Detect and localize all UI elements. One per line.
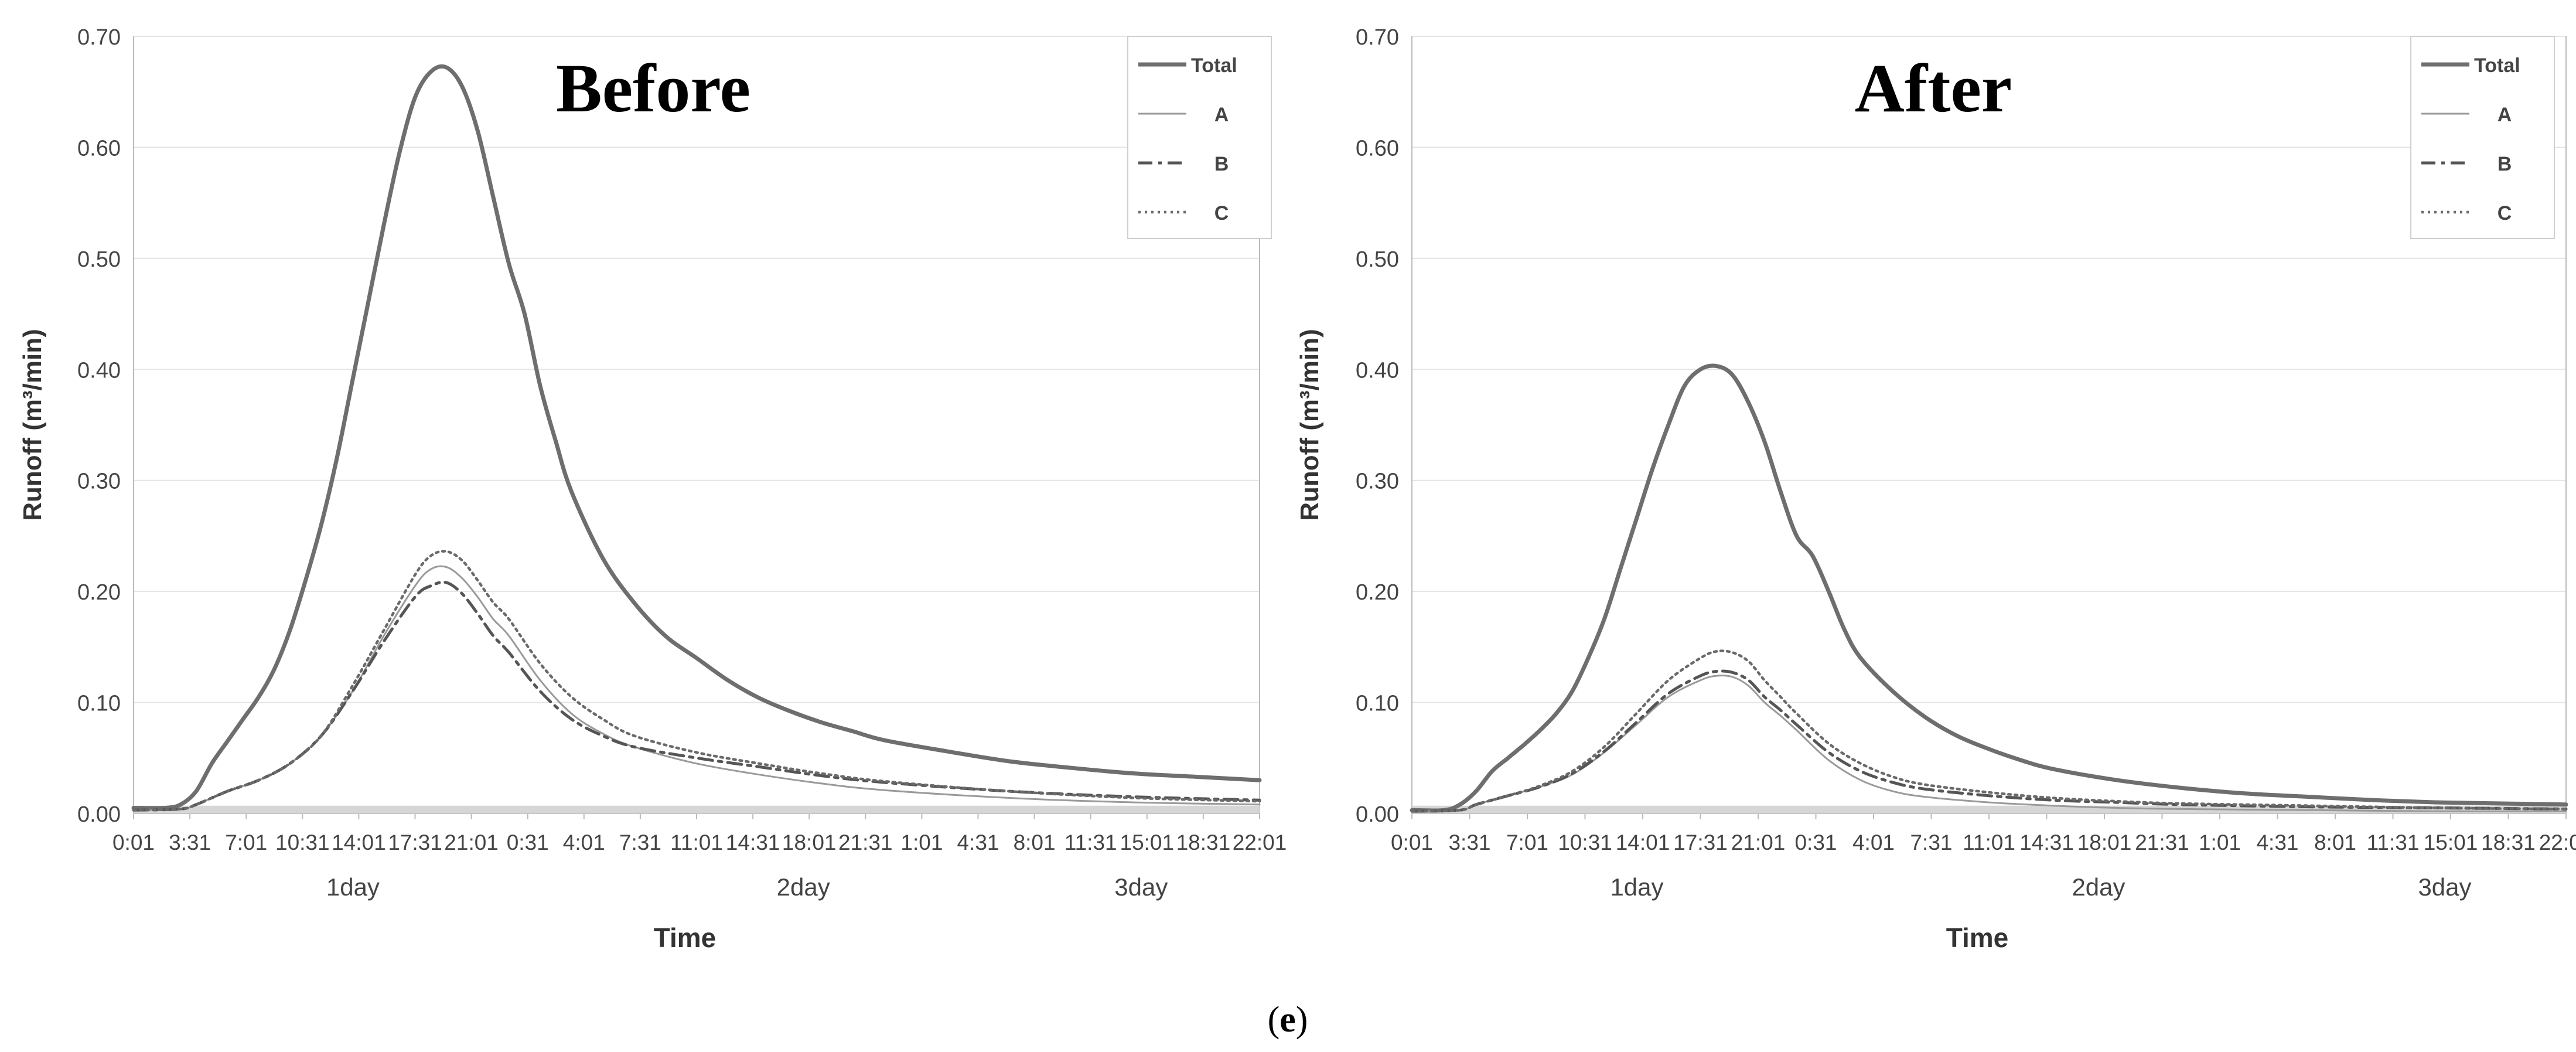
y-tick-label: 0.00 — [77, 802, 121, 827]
day-label: 2day — [777, 873, 830, 901]
series-line-c — [132, 550, 1261, 812]
x-tick-label: 17:31 — [388, 830, 442, 854]
x-tick-label: 18:31 — [1176, 830, 1231, 854]
x-axis-title: Time — [654, 922, 716, 953]
x-tick-label: 3:31 — [169, 830, 211, 854]
x-tick-label: 0:01 — [1391, 830, 1433, 854]
x-axis-title: Time — [1946, 922, 2009, 953]
x-tick-label: 4:01 — [1852, 830, 1895, 854]
y-tick-label: 0.20 — [1356, 580, 1399, 605]
x-tick-label: 15:01 — [2424, 830, 2478, 854]
legend-label-b: B — [2497, 153, 2512, 175]
x-tick-label: 10:31 — [275, 830, 330, 854]
x-tick-label: 10:31 — [1558, 830, 1612, 854]
x-tick-label: 21:01 — [1731, 830, 1786, 854]
x-tick-label: 1:01 — [2199, 830, 2241, 854]
legend-label-c: C — [1214, 202, 1229, 224]
x-tick-label: 14:01 — [1616, 830, 1670, 854]
x-tick-label: 11:31 — [1064, 830, 1117, 854]
x-tick-label: 7:31 — [1910, 830, 1952, 854]
x-tick-label: 7:31 — [619, 830, 661, 854]
x-tick-label: 21:31 — [838, 830, 893, 854]
x-tick-label: 0:31 — [507, 830, 549, 854]
legend: Total A B C — [1127, 36, 1272, 239]
x-tick-label: 0:31 — [1794, 830, 1837, 854]
legend-box — [2410, 36, 2555, 239]
y-tick-label: 0.20 — [77, 580, 121, 605]
series-line-total — [131, 64, 1262, 811]
x-tick-label: 18:01 — [2077, 830, 2132, 854]
legend-label-a: A — [2497, 104, 2512, 126]
x-tick-label: 18:01 — [782, 830, 837, 854]
legend-label-c: C — [2497, 202, 2512, 224]
y-tick-label: 0.50 — [77, 247, 121, 272]
series-line-b — [1410, 669, 2568, 813]
x-tick-label: 11:01 — [1963, 830, 2015, 854]
chart-panel-after: 0.00 0.10 0.20 0.30 0.40 0.50 0.60 0.70 0:01 3:31… — [1295, 25, 2576, 953]
x-tick-label: 1:01 — [900, 830, 943, 854]
figure-caption-letter: e — [1280, 1000, 1296, 1040]
y-tick-label: 0.70 — [1356, 25, 1399, 50]
series-line-a — [1411, 675, 2567, 812]
x-tick-label: 11:31 — [2367, 830, 2420, 854]
x-tick-label: 4:31 — [2256, 830, 2298, 854]
day-label: 3day — [2418, 873, 2471, 901]
y-tick-label: 0.40 — [77, 358, 121, 383]
y-axis-title: Runoff (m³/min) — [1295, 329, 1324, 520]
x-tick-label: 11:01 — [670, 830, 723, 854]
x-tick-label: 3:31 — [1448, 830, 1490, 854]
day-label: 1day — [1610, 873, 1663, 901]
day-label: 1day — [326, 873, 380, 901]
x-tick-label: 17:31 — [1673, 830, 1728, 854]
legend-label-total: Total — [2474, 55, 2520, 77]
y-tick-label: 0.30 — [1356, 469, 1399, 494]
x-tick-label: 14:01 — [332, 830, 386, 854]
x-tick-label: 7:01 — [1506, 830, 1548, 854]
series-line-a — [132, 565, 1261, 811]
y-tick-label: 0.10 — [77, 692, 121, 716]
y-tick-label: 0.60 — [77, 136, 121, 161]
legend-label-total: Total — [1191, 55, 1237, 77]
x-tick-label: 7:01 — [225, 830, 267, 854]
y-tick-label: 0.30 — [77, 469, 121, 494]
x-tick-label: 8:01 — [2314, 830, 2356, 854]
legend-label-b: B — [1214, 153, 1229, 175]
day-label: 2day — [2072, 873, 2125, 901]
legend-label-a: A — [1214, 104, 1229, 126]
y-axis-title: Runoff (m³/min) — [18, 329, 47, 520]
series-line-c — [1410, 649, 2568, 813]
panel-title: After — [1855, 50, 2012, 127]
x-tick-label: 14:31 — [726, 830, 780, 854]
y-tick-label: 0.70 — [77, 25, 121, 50]
y-tick-label: 0.00 — [1356, 802, 1399, 827]
x-tick-label: 4:31 — [957, 830, 999, 854]
x-tick-label: 18:31 — [2481, 830, 2536, 854]
x-tick-label: 22:01 — [1233, 830, 1287, 854]
panel-title: Before — [556, 50, 750, 127]
day-label: 3day — [1114, 873, 1168, 901]
y-tick-label: 0.10 — [1356, 692, 1399, 716]
x-tick-label: 21:01 — [444, 830, 499, 854]
x-tick-label: 15:01 — [1120, 830, 1175, 854]
series-line-total — [1410, 363, 2568, 813]
chart-panel-before: 0.00 0.10 0.20 0.30 0.40 0.50 0.60 0.70 0:01 3:31… — [18, 25, 1287, 953]
baseline-band — [134, 805, 1260, 813]
figure-caption: (e) — [1268, 1000, 1308, 1040]
y-tick-label: 0.50 — [1356, 247, 1399, 272]
legend: Total A B C — [2410, 36, 2555, 239]
x-tick-label: 4:01 — [563, 830, 605, 854]
y-tick-label: 0.40 — [1356, 358, 1399, 383]
legend-box — [1127, 36, 1272, 239]
x-tick-label: 8:01 — [1014, 830, 1056, 854]
x-tick-label: 14:31 — [2019, 830, 2074, 854]
y-tick-label: 0.60 — [1356, 136, 1399, 161]
x-tick-label: 0:01 — [112, 830, 155, 854]
series-line-b — [132, 580, 1261, 812]
x-tick-label: 22:01 — [2539, 830, 2576, 854]
x-tick-label: 21:31 — [2135, 830, 2189, 854]
